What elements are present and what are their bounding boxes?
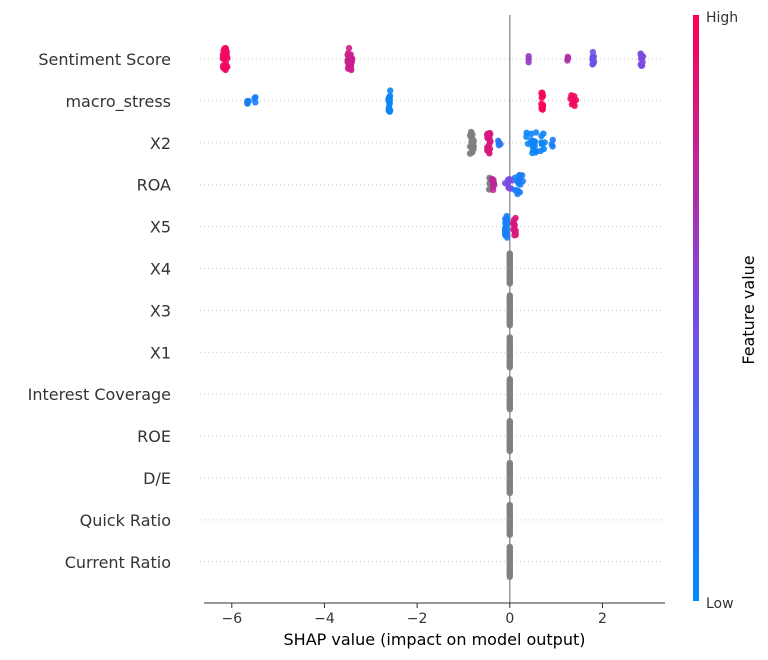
- point-sentiment-score-c2-2: [525, 52, 532, 60]
- feature-label-roe: ROE: [137, 427, 171, 446]
- point-x2-c3-23: [538, 140, 546, 148]
- point-macro-stress-c3-12: [539, 103, 547, 111]
- point-sentiment-score-c1-29: [347, 59, 354, 67]
- point-interest-coverage-c0-25: [506, 406, 513, 413]
- point-macro-stress-c3-15: [538, 94, 545, 102]
- point-x2-c3-13: [532, 129, 540, 136]
- point-x2-c1-19: [484, 143, 492, 151]
- point-sentiment-score-c0-33: [221, 49, 228, 56]
- x-axis: −6 −4 −2 0 2: [204, 602, 665, 627]
- row-guides: [200, 58, 662, 563]
- feature-label-current-ratio: Current Ratio: [65, 553, 171, 572]
- feature-label-x3: X3: [150, 301, 171, 320]
- point-macro-stress-c0-3: [245, 97, 252, 105]
- point-x2-c0-26: [466, 143, 474, 150]
- point-x4-c0-25: [506, 280, 513, 287]
- point-roa-c3-15: [514, 177, 521, 185]
- point-roa-c1-6: [488, 175, 496, 183]
- point-sentiment-score-c5-8: [637, 52, 645, 59]
- x-tick-label-1: −4: [314, 611, 335, 627]
- point-x2-c1-18: [483, 131, 491, 138]
- point-sentiment-score-c3-2: [564, 57, 571, 64]
- feature-label-sentiment-score: Sentiment Score: [38, 50, 171, 69]
- point-sentiment-score-c4-8: [589, 48, 597, 56]
- point-roa-c3-10: [514, 187, 521, 194]
- point-sentiment-score-c4-7: [589, 61, 596, 68]
- point-x5-c0-19: [502, 226, 509, 233]
- point-x2-c1-17: [486, 137, 493, 145]
- point-x2-c3-15: [537, 147, 544, 155]
- colorbar-low-label: Low: [706, 596, 734, 612]
- point-current-ratio-c0-25: [506, 573, 513, 580]
- point-x5-c0-13: [503, 234, 511, 241]
- point-x5-c1-13: [512, 214, 519, 222]
- feature-label-x5: X5: [150, 218, 171, 237]
- point-roe-c0-25: [506, 447, 513, 455]
- feature-label-x2: X2: [150, 134, 171, 153]
- point-sentiment-score-c1-27: [345, 44, 353, 52]
- point-x2-c2-3: [495, 137, 502, 145]
- x-tick-label-2: −2: [407, 611, 428, 627]
- point-roa-c3-14: [516, 172, 523, 179]
- points: [219, 44, 647, 580]
- point-sentiment-score-c2-1: [525, 59, 532, 66]
- point-x2-c4-2: [548, 141, 555, 148]
- point-x2-c0-28: [470, 137, 477, 144]
- point-x2-c3-22: [529, 138, 537, 145]
- point-macro-stress-c2-19: [386, 100, 393, 107]
- point-x2-c3-6: [523, 133, 530, 140]
- point-macro-stress-c2-11: [387, 87, 394, 94]
- feature-label-x4: X4: [150, 260, 171, 279]
- feature-label-quick-ratio: Quick Ratio: [80, 511, 171, 530]
- feature-label-macro-stress: macro_stress: [65, 92, 171, 112]
- point-x3-c0-25: [506, 322, 513, 329]
- feature-label-x1: X1: [150, 343, 171, 362]
- point-x2-c3-5: [538, 132, 545, 140]
- point-d-e-c0-25: [506, 489, 513, 497]
- point-x5-c1-12: [512, 231, 519, 238]
- point-sentiment-score-c4-9: [590, 54, 597, 61]
- colorbar-gradient: [693, 15, 699, 601]
- feature-label-interest-coverage: Interest Coverage: [28, 385, 171, 404]
- colorbar: High Low Feature value: [693, 10, 758, 612]
- point-x2-c3-20: [530, 146, 537, 154]
- point-roa-c2-7: [506, 185, 513, 192]
- point-x2-c0-29: [468, 129, 475, 137]
- point-roa-c1-7: [491, 181, 498, 189]
- feature-labels: Sentiment Score macro_stress X2 ROA X5 X4 X3 X1…: [28, 50, 171, 572]
- point-x5-c0-18: [503, 217, 510, 224]
- point-quick-ratio-c0-25: [506, 531, 513, 539]
- x-tick-label-0: −6: [221, 611, 242, 627]
- x-axis-title: SHAP value (impact on model output): [284, 630, 586, 649]
- point-x5-c1-11: [511, 223, 518, 230]
- point-sentiment-score-c0-28: [221, 65, 228, 72]
- point-macro-stress-c1-2: [252, 94, 259, 101]
- colorbar-high-label: High: [706, 10, 738, 26]
- point-x1-c0-25: [506, 364, 513, 371]
- point-macro-stress-c3-14: [538, 89, 545, 97]
- feature-label-d-e: D/E: [143, 469, 171, 488]
- point-sentiment-score-c5-9: [638, 62, 646, 69]
- colorbar-title: Feature value: [739, 255, 758, 364]
- point-roa-c1-2: [489, 186, 497, 194]
- x-tick-label-4: 2: [598, 611, 607, 627]
- x-tick-label-3: 0: [505, 611, 514, 627]
- feature-label-roa: ROA: [137, 176, 171, 195]
- point-macro-stress-c4-7: [572, 96, 580, 104]
